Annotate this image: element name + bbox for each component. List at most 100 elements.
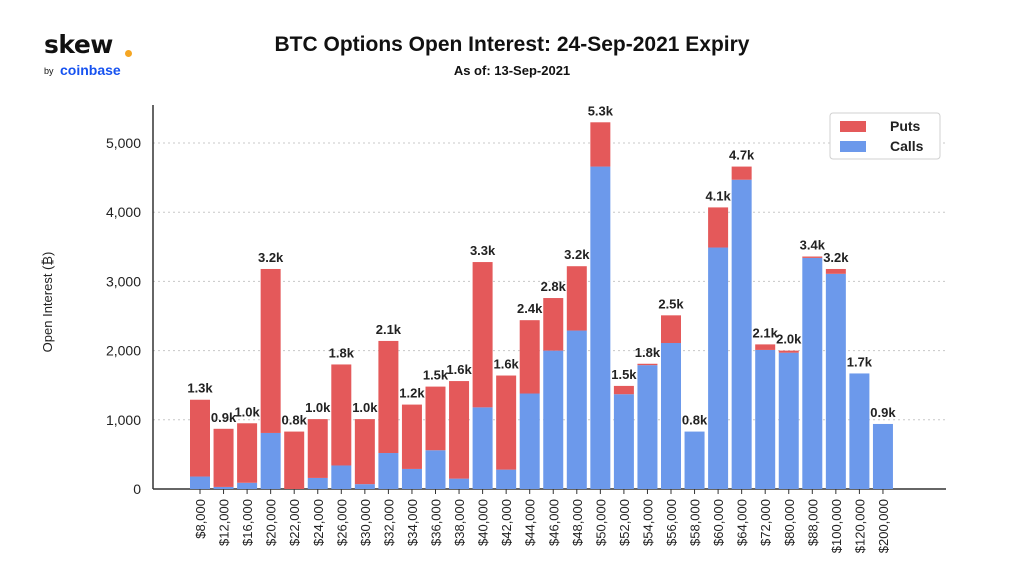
bar-puts <box>543 298 564 351</box>
legend-label-calls: Calls <box>890 138 924 154</box>
bar-calls <box>449 478 470 489</box>
bar-total-label: 1.6k <box>493 357 519 372</box>
bar-puts <box>566 266 587 331</box>
x-tick-label: $40,000 <box>476 499 491 546</box>
bar-calls <box>519 393 540 489</box>
bar-calls <box>825 273 846 489</box>
bar-calls <box>237 482 258 489</box>
bar-total-label: 1.8k <box>635 345 661 360</box>
bar-total-label: 1.7k <box>847 354 873 369</box>
bar-calls <box>566 330 587 489</box>
legend-label-puts: Puts <box>890 118 921 134</box>
bar-total-label: 1.0k <box>352 400 378 415</box>
x-tick-label: $64,000 <box>735 499 750 546</box>
x-tick-label: $8,000 <box>193 499 208 539</box>
x-tick-label: $52,000 <box>617 499 632 546</box>
bar-total-label: 1.5k <box>423 368 449 383</box>
bar-puts <box>237 423 258 483</box>
logo-wordmark: skew <box>44 30 113 59</box>
bar-calls <box>496 469 517 489</box>
bar-puts <box>190 399 210 477</box>
x-tick-label: $30,000 <box>358 499 373 546</box>
bar-calls <box>307 477 328 489</box>
bar-calls <box>425 450 446 489</box>
bar-puts <box>778 350 799 353</box>
bar-total-label: 1.3k <box>187 381 213 396</box>
bar-total-label: 2.5k <box>658 296 684 311</box>
x-tick-label: $22,000 <box>287 499 302 546</box>
x-tick-label: $42,000 <box>499 499 514 546</box>
bar-puts <box>307 419 328 478</box>
legend-box <box>829 112 941 160</box>
bar-puts <box>213 428 234 487</box>
bar-calls <box>613 394 634 489</box>
x-tick-label: $58,000 <box>688 499 703 546</box>
bar-total-label: 0.8k <box>282 413 308 428</box>
x-tick-label: $12,000 <box>217 499 232 546</box>
y-tick-label: 2,000 <box>106 343 141 359</box>
bar-total-label: 3.2k <box>258 250 284 265</box>
x-tick-label: $50,000 <box>593 499 608 546</box>
y-axis-label: Open Interest (₿) <box>40 252 55 353</box>
bar-total-label: 1.6k <box>446 362 472 377</box>
x-tick-label: $38,000 <box>452 499 467 546</box>
bar-calls <box>213 486 234 489</box>
bar-puts <box>472 262 493 408</box>
bar-calls <box>708 247 729 489</box>
bar-puts <box>496 375 517 470</box>
y-tick-label: 1,000 <box>106 412 141 428</box>
y-tick-label: 3,000 <box>106 273 141 289</box>
bar-total-label: 2.1k <box>753 325 779 340</box>
bar-total-label: 0.9k <box>870 405 896 420</box>
bar-puts <box>401 404 422 469</box>
bar-calls <box>872 423 893 489</box>
bar-puts <box>613 385 634 395</box>
bar-puts <box>449 381 470 479</box>
bar-calls <box>637 365 658 489</box>
bar-total-label: 0.8k <box>682 413 708 428</box>
x-tick-label: $120,000 <box>852 499 867 553</box>
bar-puts <box>661 315 681 344</box>
x-tick-label: $16,000 <box>240 499 255 546</box>
bar-calls <box>472 407 493 489</box>
x-tick-label: $44,000 <box>523 499 538 546</box>
bar-total-label: 4.1k <box>705 188 731 203</box>
bar-calls <box>331 465 352 489</box>
bar-total-label: 2.0k <box>776 332 802 347</box>
bar-calls <box>778 352 799 489</box>
logo-dot-icon <box>125 50 132 57</box>
bar-total-label: 1.5k <box>611 367 637 382</box>
skew-logo: skew by coinbase <box>44 30 154 82</box>
x-tick-label: $72,000 <box>758 499 773 546</box>
bar-puts <box>825 268 846 274</box>
x-tick-label: $54,000 <box>640 499 655 546</box>
bar-calls <box>378 453 399 489</box>
bar-calls <box>802 257 823 489</box>
chart-title: BTC Options Open Interest: 24-Sep-2021 E… <box>274 33 750 56</box>
bar-calls <box>731 179 752 490</box>
bar-calls <box>543 350 564 489</box>
logo-by: by <box>44 66 54 76</box>
bar-total-label: 3.4k <box>800 238 826 253</box>
x-tick-label: $24,000 <box>311 499 326 546</box>
chart-subtitle: As of: 13-Sep-2021 <box>453 63 571 78</box>
x-tick-label: $48,000 <box>570 499 585 546</box>
legend-swatch-calls <box>840 141 866 152</box>
x-tick-label: $80,000 <box>782 499 797 546</box>
bar-calls <box>190 476 210 489</box>
bar-calls <box>849 373 870 489</box>
x-tick-label: $46,000 <box>546 499 561 546</box>
y-tick-label: 5,000 <box>106 135 141 151</box>
x-tick-label: $36,000 <box>429 499 444 546</box>
bar-calls <box>755 349 776 489</box>
bar-calls <box>661 343 681 489</box>
bar-puts <box>331 364 352 466</box>
bar-total-label: 3.2k <box>823 250 849 265</box>
bar-calls <box>354 484 375 489</box>
x-tick-label: $88,000 <box>805 499 820 546</box>
bar-total-label: 4.7k <box>729 148 755 163</box>
bar-total-label: 2.8k <box>541 279 567 294</box>
bar-calls <box>401 468 422 489</box>
bar-puts <box>802 256 823 258</box>
